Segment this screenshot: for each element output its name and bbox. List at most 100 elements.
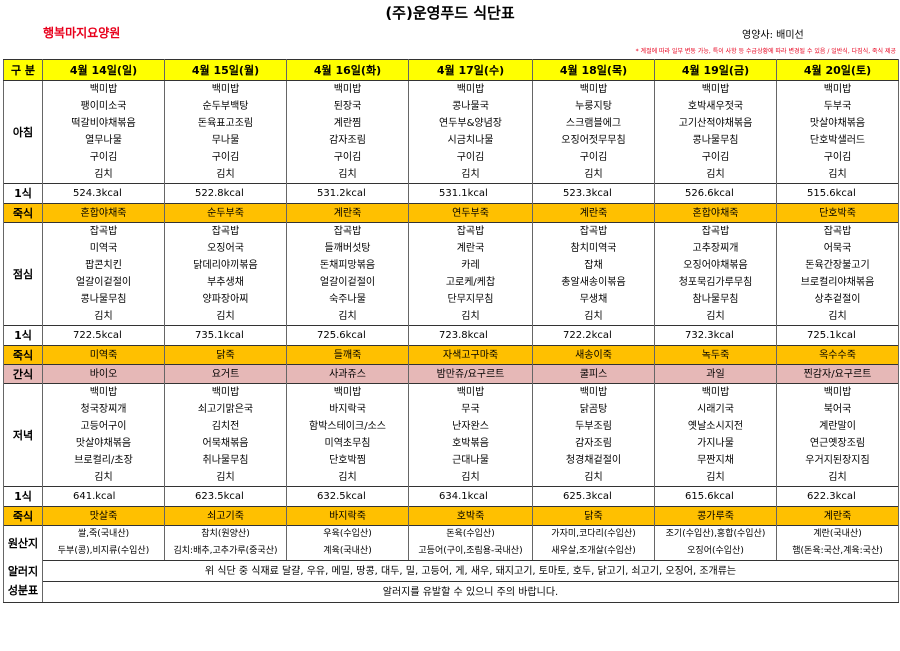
menu-item: 얼갈이겉절이	[286, 274, 409, 291]
menu-item: 어묵국	[776, 240, 899, 257]
table-row: 김치 김치 김치 김치 김치 김치 김치	[4, 308, 899, 326]
menu-item: 맛살야채볶음	[42, 435, 165, 452]
kcal-value: 531.2kcal	[286, 183, 409, 204]
menu-item: 김치	[164, 469, 287, 487]
menu-item: 잡곡밥	[776, 222, 899, 240]
table-row: 두부(콩),비지류(수입산) 김치:배추,고추가루(중국산) 계육(국내산) 고등어(…	[4, 543, 899, 561]
menu-item: 계란찜	[286, 115, 409, 132]
snack-label: 간식	[3, 364, 43, 384]
menu-item: 시금치나물	[408, 132, 533, 149]
day-header: 4월 17일(수)	[408, 59, 533, 81]
menu-item: 계란국	[408, 240, 533, 257]
juk-item: 혼합야채죽	[42, 203, 165, 223]
menu-item: 김치	[654, 469, 777, 487]
menu-item: 단무지무침	[408, 291, 533, 308]
table-row: 떡갈비야채볶음 돈육표고조림 계란찜 연두부&양념장 스크램블에그 고기산적야채볶음 맛살야…	[4, 115, 899, 132]
kcal-value: 641.kcal	[42, 486, 165, 507]
menu-item: 돈육간장불고기	[776, 257, 899, 274]
menu-item: 얼갈이겉절이	[42, 274, 165, 291]
menu-item: 옛날소시지전	[654, 418, 777, 435]
menu-item: 김치	[164, 166, 287, 184]
menu-item: 백미밥	[776, 383, 899, 401]
origin-label: 원산지	[3, 525, 43, 561]
table-row: 죽식 혼합야채죽 순두부죽 계란죽 연두부죽 계란죽 혼합야채죽 단호박죽	[3, 203, 899, 223]
snack-item: 쿨피스	[532, 364, 655, 384]
kcal-label: 1식	[3, 183, 43, 204]
menu-item: 부추생채	[164, 274, 287, 291]
juk-label: 죽식	[3, 506, 43, 526]
menu-item: 김치	[776, 166, 899, 184]
menu-item: 바지락국	[286, 401, 409, 418]
table-row: 팝콘치킨 닭데리야끼볶음 돈채피망볶음 카레 잡채 오징어야채볶음 돈육간장불고기	[4, 257, 899, 274]
menu-item: 난자완스	[408, 418, 533, 435]
juk-item: 바지락죽	[286, 506, 409, 526]
menu-item: 돈채피망볶음	[286, 257, 409, 274]
day-header: 4월 14일(일)	[42, 59, 165, 81]
menu-item: 김치	[286, 308, 409, 326]
menu-item: 근대나물	[408, 452, 533, 469]
table-row: 알러지를 유발할 수 있으니 주의 바랍니다.	[4, 581, 899, 603]
table-row: 1식 641.kcal 623.5kcal 632.5kcal 634.1kcal 625…	[3, 486, 899, 507]
table-row: 죽식 맛살죽 쇠고기죽 바지락죽 호박죽 닭죽 콩가루죽 계란죽	[3, 506, 899, 526]
snack-item: 밤만쥬/요구르트	[408, 364, 533, 384]
juk-item: 녹두죽	[654, 345, 777, 365]
juk-label: 죽식	[3, 203, 43, 223]
menu-item: 구이김	[776, 149, 899, 166]
juk-item: 계란죽	[286, 203, 409, 223]
menu-item: 오징어야채볶음	[654, 257, 777, 274]
menu-item: 미역초무침	[286, 435, 409, 452]
menu-item: 닭데리야끼볶음	[164, 257, 287, 274]
menu-item: 김치	[654, 166, 777, 184]
menu-item: 된장국	[286, 98, 409, 115]
menu-item: 총알새송이볶음	[532, 274, 655, 291]
menu-item: 콩나물국	[408, 98, 533, 115]
juk-item: 닭죽	[164, 345, 287, 365]
table-row: 점심 잡곡밥 잡곡밥 잡곡밥 잡곡밥 잡곡밥 잡곡밥 잡곡밥	[3, 222, 899, 326]
table-row: 1식 524.3kcal 522.8kcal 531.2kcal 531.1kcal 52…	[3, 183, 899, 204]
table-row: 구이김 구이김 구이김 구이김 구이김 구이김 구이김	[4, 149, 899, 166]
menu-item: 잡곡밥	[654, 222, 777, 240]
menu-item: 숙주나물	[286, 291, 409, 308]
menu-item: 브로컬리/초장	[42, 452, 165, 469]
table-row: 김치 김치 김치 김치 김치 김치 김치	[4, 166, 899, 184]
menu-item: 김치	[286, 469, 409, 487]
dinner-label: 저녁	[3, 383, 43, 487]
menu-item: 구이김	[164, 149, 287, 166]
menu-item: 맛살야채볶음	[776, 115, 899, 132]
table-row: 열무나물 무나물 감자조림 시금치나물 오징어젓무무침 콩나물무침 단호박샐러드	[4, 132, 899, 149]
nutritionist-name: 영양사: 배미선	[742, 30, 804, 41]
menu-item: 백미밥	[654, 383, 777, 401]
menu-item: 김치전	[164, 418, 287, 435]
menu-table: 구 분 4월 14일(일) 4월 15일(월) 4월 16일(화) 4월 17일(수) 4…	[3, 59, 899, 603]
table-row: 맛살야채볶음 어묵채볶음 미역초무침 호박볶음 감자조림 가지나물 연근옛장조림	[4, 435, 899, 452]
menu-item: 잡곡밥	[286, 222, 409, 240]
kcal-value: 522.8kcal	[164, 183, 287, 204]
menu-item: 단호박샐러드	[776, 132, 899, 149]
corner-label: 구 분	[3, 59, 43, 81]
day-header: 4월 15일(월)	[164, 59, 287, 81]
menu-item: 상추겉절이	[776, 291, 899, 308]
kcal-value: 722.5kcal	[42, 325, 165, 346]
menu-item: 백미밥	[286, 80, 409, 98]
menu-item: 잡곡밥	[532, 222, 655, 240]
menu-item: 스크램블에그	[532, 115, 655, 132]
allergy-text: 알러지를 유발할 수 있으니 주의 바랍니다.	[42, 581, 899, 603]
menu-item: 백미밥	[42, 80, 165, 98]
table-row: 죽식 미역죽 닭죽 들깨죽 자색고구마죽 새송이죽 녹두죽 옥수수죽	[3, 345, 899, 365]
juk-item: 콩가루죽	[654, 506, 777, 526]
menu-item: 두부조림	[532, 418, 655, 435]
facility-name: 행복마지요양원	[43, 26, 121, 40]
menu-item: 김치	[408, 166, 533, 184]
menu-item: 들깨버섯탕	[286, 240, 409, 257]
kcal-value: 615.6kcal	[654, 486, 777, 507]
juk-item: 계란죽	[532, 203, 655, 223]
origin-item: 고등어(구이,조림용-국내산)	[408, 543, 533, 561]
menu-item: 고등어구이	[42, 418, 165, 435]
juk-label: 죽식	[3, 345, 43, 365]
menu-item: 취나물무침	[164, 452, 287, 469]
snack-item: 과일	[654, 364, 777, 384]
menu-item: 김치	[42, 166, 165, 184]
juk-item: 쇠고기죽	[164, 506, 287, 526]
kcal-value: 524.3kcal	[42, 183, 165, 204]
menu-item: 구이김	[286, 149, 409, 166]
